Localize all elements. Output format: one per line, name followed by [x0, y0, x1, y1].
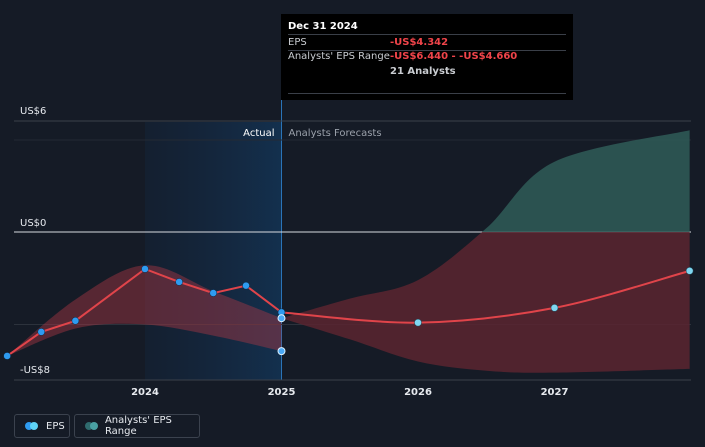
forecast-range-negative [281, 232, 690, 373]
x-tick-label: 2027 [541, 387, 569, 398]
past-range-area [7, 265, 282, 356]
legend-analysts-range[interactable]: Analysts' EPS Range [74, 414, 200, 438]
tooltip-date: Dec 31 2024 [288, 21, 358, 32]
legend-eps-label: EPS [46, 420, 65, 432]
tooltip-divider [288, 93, 566, 94]
tooltip-eps-value: -US$4.342 [390, 37, 449, 48]
y-tick-label: US$0 [20, 218, 46, 229]
eps-range-point [277, 314, 286, 323]
eps-actual-point [3, 352, 11, 360]
eps-forecast-line [281, 269, 690, 324]
actual-period-highlight [145, 122, 282, 380]
eps-actual-point [175, 278, 183, 286]
x-tick-label: 2026 [404, 387, 432, 398]
tooltip-range-value: -US$6.440 - -US$4.660 [390, 51, 518, 62]
tooltip-range-label: Analysts' EPS Range [288, 51, 390, 62]
tooltip-divider [288, 50, 566, 51]
legend-range-label: Analysts' EPS Range [104, 415, 172, 437]
tooltip-eps-label: EPS [288, 37, 307, 48]
legend-eps[interactable]: EPS [14, 414, 70, 438]
x-tick-label: 2024 [131, 387, 159, 398]
tooltip: Dec 31 2024 EPS -US$4.342 Analysts' EPS … [281, 14, 573, 100]
eps-actual-line [6, 267, 283, 357]
forecast-range-positive [481, 130, 690, 232]
x-tick-label: 2025 [268, 387, 296, 398]
eps-actual-point [242, 281, 250, 290]
eps-forecast-point [685, 267, 694, 275]
eps-actual-point [141, 265, 149, 273]
tooltip-analysts-count: 21 Analysts [390, 66, 456, 77]
forecast-period-label: Analysts Forecasts [289, 128, 382, 139]
y-tick-label: -US$8 [20, 365, 50, 376]
eps-range-point [277, 347, 286, 356]
actual-period-label: Actual [243, 128, 274, 139]
eps-actual-point [71, 317, 80, 325]
eps-actual-point [209, 289, 217, 297]
y-tick-label: US$6 [20, 106, 46, 117]
eps-forecast-point [550, 304, 559, 312]
legend-range-icon [85, 422, 98, 430]
tooltip-divider [288, 34, 566, 35]
eps-forecast-point [414, 318, 422, 327]
eps-actual-point [37, 328, 46, 336]
legend-eps-icon [25, 422, 39, 430]
